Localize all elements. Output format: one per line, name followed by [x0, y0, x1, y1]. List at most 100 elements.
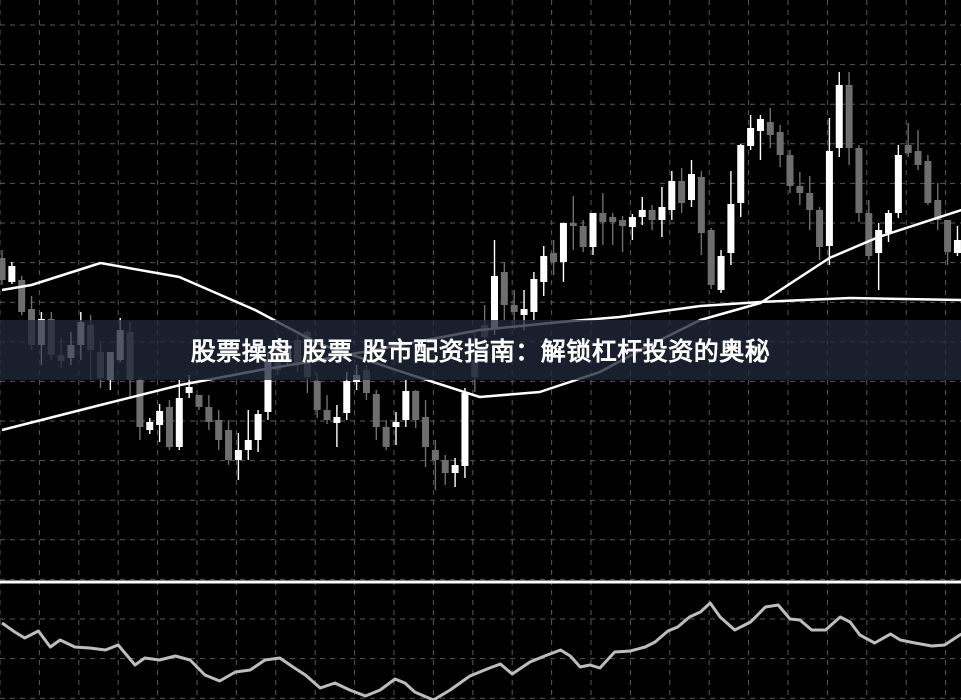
candle-bearish [914, 130, 922, 170]
candle-body [727, 204, 735, 253]
moving-average-line-1 [1, 208, 961, 399]
candle-body [550, 253, 558, 262]
candle-body [333, 417, 341, 423]
candle-bearish [766, 108, 774, 148]
candle-body [441, 460, 449, 473]
candle-bullish [559, 223, 567, 282]
candle-bullish [333, 405, 341, 447]
candle-body [225, 430, 233, 460]
candle-body [540, 256, 548, 282]
candle-body [422, 417, 430, 447]
candle-bullish [343, 372, 351, 420]
candle-bullish [156, 404, 164, 442]
candle-body [678, 181, 686, 203]
candle-body [254, 414, 262, 440]
candle-bullish [146, 418, 154, 434]
candle-body [776, 132, 784, 155]
candle-body [579, 226, 587, 247]
candle-body [18, 280, 26, 312]
candle-body [136, 380, 144, 427]
candle-body [835, 85, 843, 148]
title-banner: 股票操盘 股票 股市配资指南：解锁杠杆投资的奥秘 [0, 320, 961, 380]
candle-bearish [619, 216, 627, 252]
candle-body [648, 210, 656, 220]
candle-bullish [737, 144, 745, 217]
candles [0, 72, 961, 490]
candle-bearish [136, 378, 144, 440]
candle-bullish [244, 410, 252, 460]
candle-body [845, 85, 853, 148]
candle-bullish [825, 118, 833, 265]
candle-bearish [707, 228, 715, 289]
candle-body [146, 422, 154, 430]
candle-body [491, 276, 498, 328]
candle-body [559, 223, 567, 262]
candle-bearish [579, 220, 587, 252]
candle-body [0, 258, 6, 280]
candle-body [658, 207, 666, 220]
candle-bearish [205, 395, 213, 430]
candle-bearish [845, 72, 853, 165]
candle-bearish [934, 183, 942, 230]
candle-body [904, 145, 912, 153]
candle-body [875, 230, 883, 253]
candle-body [451, 465, 459, 473]
candle-body [924, 161, 932, 203]
candle-bearish [215, 410, 223, 450]
candle-bearish [412, 390, 420, 428]
candle-body [796, 186, 804, 193]
candle-body [806, 193, 814, 210]
candle-bearish [550, 240, 558, 275]
candle-bearish [225, 420, 233, 465]
candle-bullish [402, 380, 410, 427]
candle-bearish [195, 395, 203, 410]
page-title: 股票操盘 股票 股市配资指南：解锁杠杆投资的奥秘 [190, 337, 771, 366]
candle-bullish [717, 250, 725, 293]
candle-bullish [747, 115, 755, 150]
candle-body [362, 370, 370, 393]
candle-body [215, 420, 223, 440]
candle-body [894, 155, 902, 213]
candle-body [934, 200, 942, 220]
candle-body [195, 395, 203, 407]
candle-body [825, 151, 833, 246]
candle-bearish [697, 171, 705, 255]
candle-body [323, 410, 331, 420]
candle-body [8, 266, 16, 282]
candle-bullish [461, 388, 469, 478]
candle-body [717, 256, 725, 290]
candle-bearish [806, 176, 814, 230]
candle-body [392, 422, 400, 427]
candle-bearish [441, 455, 449, 485]
candle-bearish [816, 207, 824, 260]
candle-body [628, 217, 636, 227]
candle-bearish [776, 125, 784, 167]
candle-body [412, 391, 420, 420]
candle-bullish [658, 187, 666, 237]
candle-body [697, 177, 705, 233]
candle-bullish [540, 246, 548, 296]
candle-bearish [648, 205, 656, 230]
candle-body [569, 223, 577, 226]
candle-body [402, 391, 410, 420]
candle-bullish [8, 262, 16, 284]
candle-bullish [727, 171, 735, 265]
candle-body [461, 393, 469, 466]
candle-body [165, 407, 173, 447]
candle-body [175, 398, 183, 447]
candle-body [953, 240, 961, 253]
candle-body [737, 145, 745, 203]
candle-bearish [500, 262, 508, 320]
candle-bullish [392, 412, 400, 445]
candle-body [944, 220, 952, 252]
candle-body [865, 213, 873, 256]
candle-bullish [875, 223, 883, 290]
candle-bullish [885, 210, 892, 242]
candle-bearish [924, 155, 932, 205]
candle-bullish [638, 197, 646, 225]
candle-body [520, 309, 528, 315]
oscillator-line [1, 601, 961, 700]
candle-bearish [786, 150, 794, 193]
